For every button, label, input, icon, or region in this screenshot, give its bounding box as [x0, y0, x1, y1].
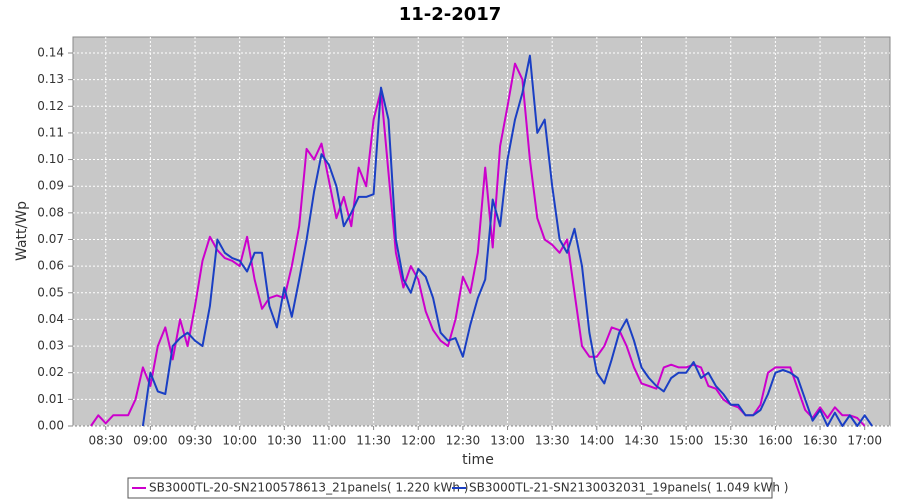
y-tick-label: 0.02 [37, 365, 64, 379]
x-tick-label: 15:00 [669, 434, 704, 448]
legend [127, 477, 773, 499]
x-tick-label: 17:00 [847, 434, 882, 448]
x-tick-label: 14:00 [580, 434, 615, 448]
y-tick-label: 0.10 [37, 152, 64, 166]
x-tick-label: 09:30 [178, 434, 213, 448]
x-tick-label: 16:00 [758, 434, 793, 448]
y-axis-label: Watt/Wp [14, 201, 30, 261]
x-tick-label: 10:00 [222, 434, 257, 448]
x-tick-label: 10:30 [267, 434, 302, 448]
x-tick-label: 08:30 [88, 434, 123, 448]
x-tick-label: 13:00 [490, 434, 525, 448]
y-tick-label: 0.01 [37, 392, 64, 406]
x-tick-label: 11:00 [312, 434, 347, 448]
y-tick-label: 0.12 [37, 99, 64, 113]
legend-label: SB3000TL-21-SN2130032031_19panels( 1.049… [469, 481, 788, 495]
y-tick-label: 0.13 [37, 72, 64, 86]
plot-area [72, 36, 891, 427]
series-line [90, 62, 866, 427]
y-tick-label: 0.06 [37, 259, 64, 273]
x-tick-label: 16:30 [803, 434, 838, 448]
x-tick-label: 12:00 [401, 434, 436, 448]
x-tick-label: 11:30 [356, 434, 391, 448]
legend-label: SB3000TL-20-SN2100578613_21panels( 1.220… [149, 481, 468, 495]
y-tick-label: 0.08 [37, 205, 64, 219]
y-tick-label: 0.11 [37, 125, 64, 139]
series-line [141, 54, 873, 427]
x-tick-label: 14:30 [624, 434, 659, 448]
chart-title: 11-2-2017 [399, 4, 502, 25]
y-tick-label: 0.14 [37, 45, 64, 59]
y-tick-label: 0.07 [37, 232, 64, 246]
x-tick-label: 12:30 [446, 434, 481, 448]
y-tick-label: 0.03 [37, 339, 64, 353]
y-tick-label: 0.09 [37, 179, 64, 193]
y-tick-label: 0.04 [37, 312, 64, 326]
x-tick-label: 15:30 [713, 434, 748, 448]
x-axis-label: time [462, 452, 494, 468]
y-tick-label: 0.05 [37, 285, 64, 299]
x-tick-label: 09:00 [133, 434, 168, 448]
y-tick-label: 0.00 [37, 419, 64, 433]
x-tick-label: 13:30 [535, 434, 570, 448]
